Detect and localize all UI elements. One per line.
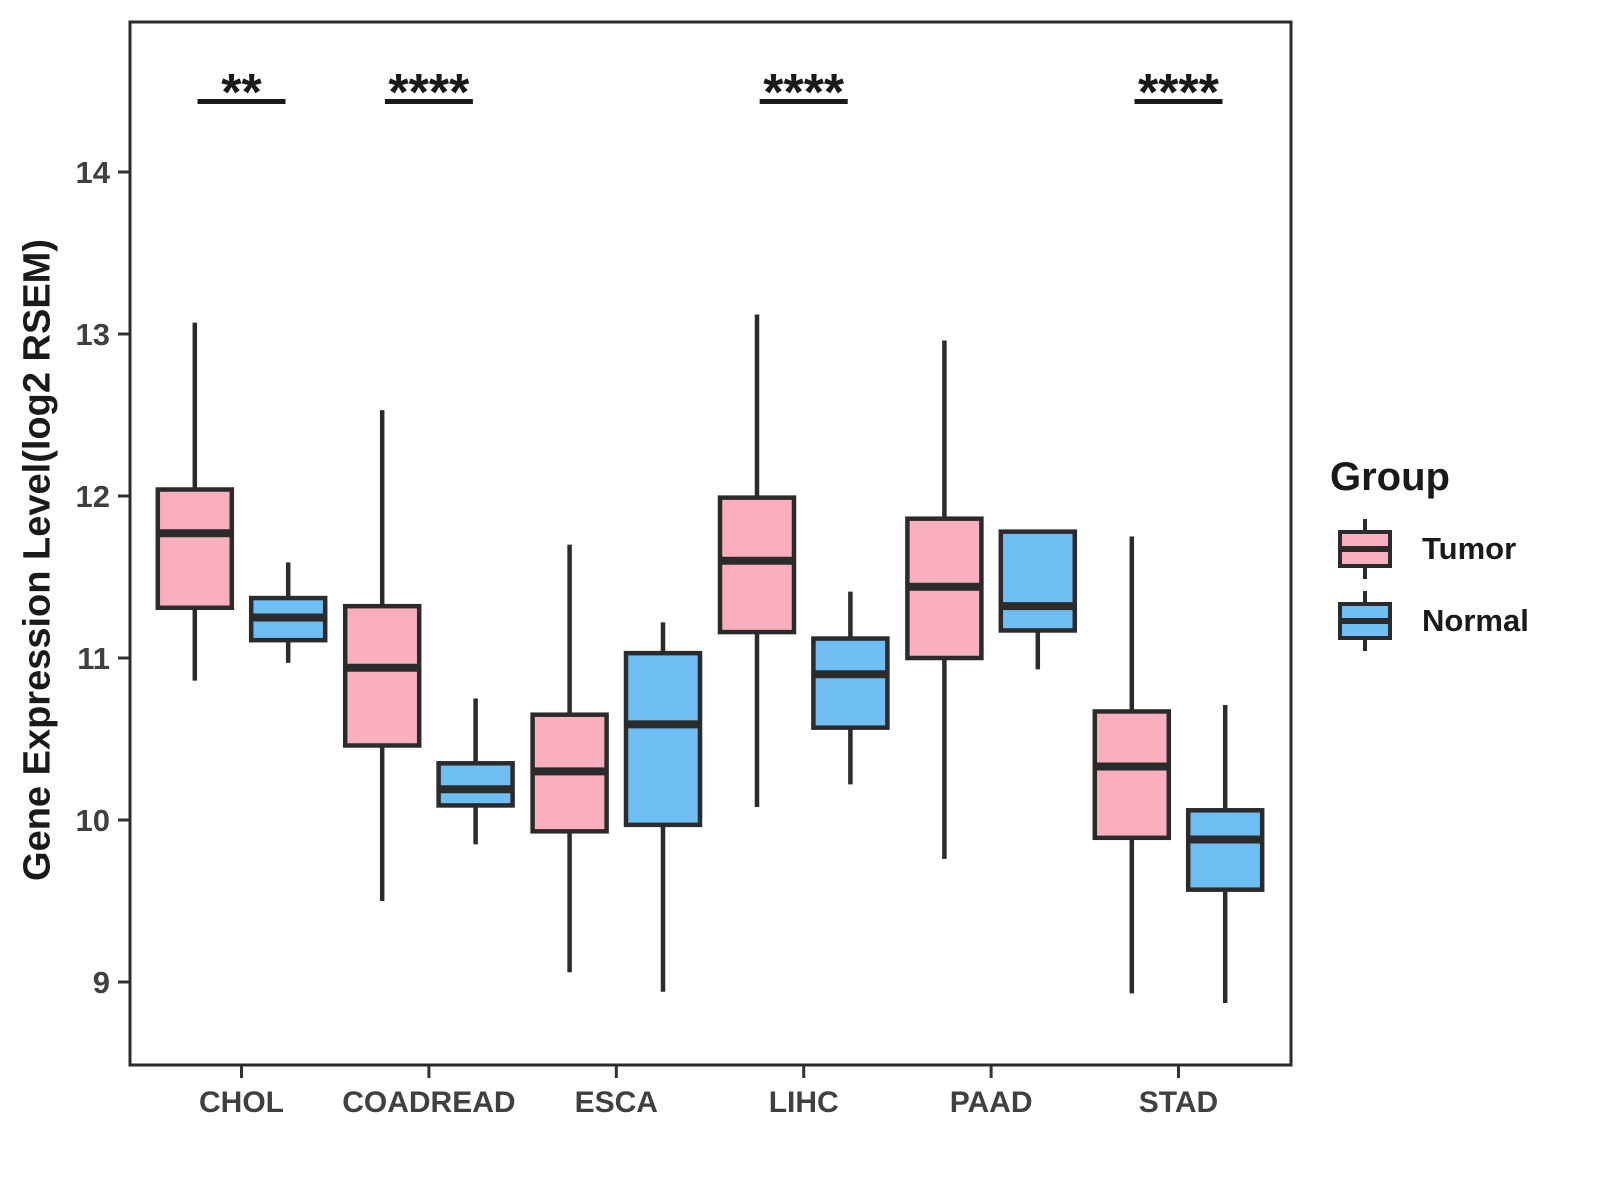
x-tick-label-LIHC: LIHC [769,1086,839,1119]
y-tick-label-14: 14 [76,155,111,190]
box-COADREAD-Tumor [342,603,422,748]
y-tick-label-11: 11 [77,641,110,676]
significance-stars-STAD: **** [1138,64,1220,122]
box-COADREAD-Normal [436,761,515,808]
plot-panel-border [128,20,1293,1067]
significance-bar-STAD [1134,99,1223,104]
y-tick-label-13: 13 [76,317,110,352]
significance-stars-LIHC: **** [763,64,845,122]
tumor-boxplot-key-icon [1338,519,1392,579]
box-LIHC-Normal [811,636,890,730]
significance-stars-CHOL: ** [221,64,262,122]
y-tick-label-10: 10 [76,803,110,838]
legend: Group Tumor Normal [1330,455,1590,662]
significance-bar-CHOL [197,99,286,104]
legend-item-tumor: Tumor [1330,518,1590,580]
x-tick-label-STAD: STAD [1139,1086,1218,1119]
plot-panel [130,22,1291,1065]
x-tick-label-ESCA: ESCA [575,1086,658,1119]
significance-bar-COADREAD [384,99,473,104]
box-LIHC-Tumor [717,495,797,635]
x-tick-label-COADREAD: COADREAD [342,1086,515,1119]
box-PAAD-Normal [998,529,1078,633]
significance-stars-COADREAD: **** [388,64,470,122]
box-CHOL-Tumor [155,487,235,611]
box-ESCA-Normal [623,650,703,828]
y-tick-label-9: 9 [93,965,110,1000]
y-axis-title: Gene Expression Level(log2 RSEM) [16,239,59,881]
significance-bar-LIHC [759,99,848,104]
y-tick-label-12: 12 [76,479,110,514]
box-STAD-Normal [1185,808,1265,892]
legend-label-tumor: Tumor [1422,531,1517,566]
normal-boxplot-key-icon [1338,591,1392,651]
legend-title: Group [1330,455,1450,499]
box-STAD-Tumor [1092,709,1172,841]
legend-item-normal: Normal [1330,590,1590,652]
x-tick-label-CHOL: CHOL [199,1086,284,1119]
legend-label-normal: Normal [1422,603,1529,638]
x-tick-label-PAAD: PAAD [950,1086,1033,1119]
